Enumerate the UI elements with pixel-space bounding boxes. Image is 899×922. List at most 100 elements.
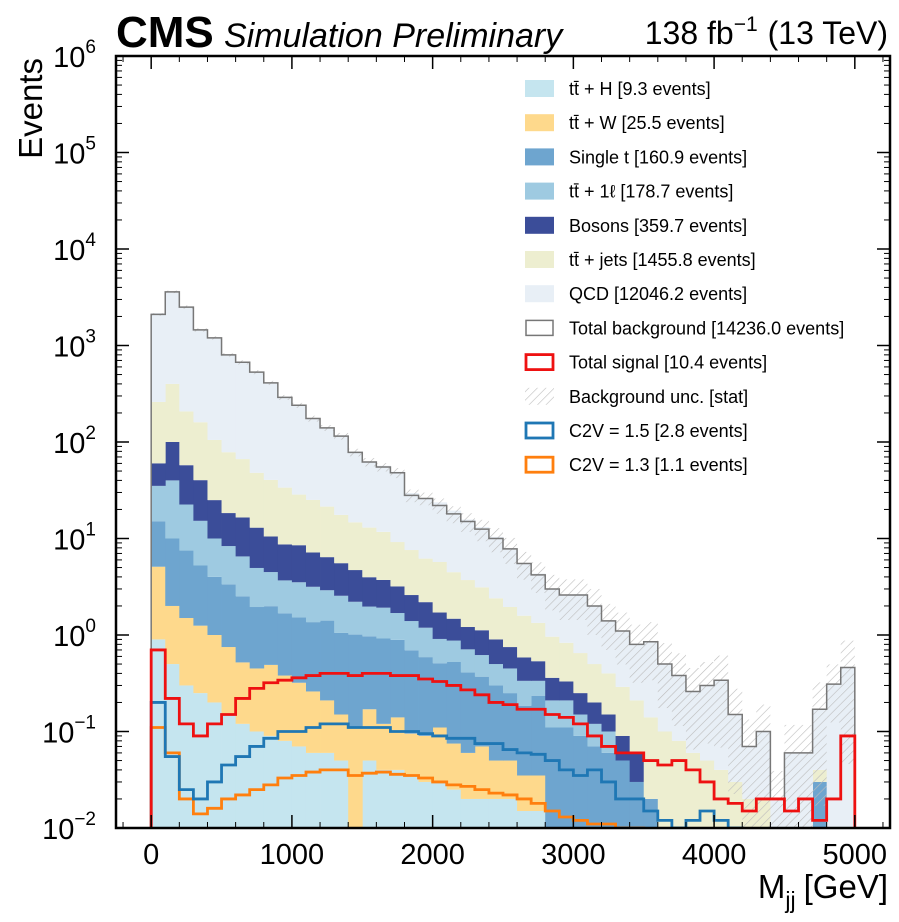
stack-bar-4-bin-8 [263, 536, 279, 573]
stack-bar-1-bin-19 [418, 735, 434, 782]
stack-bar-4-bin-33 [615, 735, 631, 761]
unc-band-bin-22 [460, 513, 475, 532]
legend-label-7: Total background [14236.0 events] [569, 318, 844, 338]
stack-bar-2-bin-0 [151, 521, 166, 567]
stack-bar-6-bin-7 [249, 372, 265, 473]
stack-bar-5-bin-38 [685, 752, 701, 828]
stack-bar-2-bin-7 [249, 607, 265, 669]
stack-bar-1-bin-21 [446, 743, 462, 790]
subtitle-label: Simulation Preliminary [224, 17, 564, 55]
stack-bar-0-bin-2 [179, 685, 194, 828]
unc-band-bin-24 [488, 528, 503, 553]
stack-bar-1-bin-22 [460, 752, 476, 799]
stack-bar-0-bin-6 [235, 723, 251, 828]
y-tick-label-4: 102 [53, 423, 96, 460]
stack-bar-2-bin-1 [165, 538, 180, 606]
stack-bar-2-bin-33 [615, 760, 631, 828]
stack-bar-3-bin-1 [165, 480, 180, 539]
unc-band-bin-23 [474, 519, 489, 542]
legend-label-5: tt̄ + jets [1455.8 events] [569, 250, 756, 270]
stack-bar-0-bin-19 [418, 781, 434, 828]
stack-bar-2-bin-30 [573, 735, 588, 828]
stack-bar-5-bin-35 [643, 717, 659, 799]
stack-bar-2-bin-10 [291, 617, 307, 683]
stack-bar-5-bin-20 [432, 561, 448, 613]
stack-bar-2-bin-18 [404, 650, 419, 734]
legend-label-3: tt̄ + 1ℓ [178.7 events] [569, 182, 733, 202]
tick-layer: 0 1000 2000 3000 4000 5000 10−2 10−1 100 101 102 10… [42, 37, 890, 871]
unc-band-bin-47 [812, 682, 827, 806]
unc-band-bin-25 [503, 537, 518, 564]
stack-bar-1-bin-27 [531, 775, 546, 812]
stack-bar-6-bin-12 [320, 427, 335, 507]
stack-bar-0-bin-8 [263, 735, 279, 828]
stack-bar-3-bin-18 [404, 621, 419, 651]
stack-bar-3-bin-20 [432, 638, 448, 664]
stack-bar-6-bin-6 [235, 362, 251, 460]
stack-bar-5-bin-9 [277, 487, 293, 545]
stack-bar-1-bin-5 [221, 647, 237, 715]
stack-bar-4-bin-25 [503, 647, 518, 669]
legend-swatch-1 [525, 114, 554, 132]
stack-bar-6-bin-0 [151, 313, 166, 402]
stack-bar-1-bin-7 [249, 668, 265, 732]
y-tick-label-5: 103 [53, 327, 96, 364]
stack-bar-3-bin-32 [601, 731, 616, 753]
stack-bar-1-bin-9 [277, 675, 293, 741]
stack-bar-6-bin-8 [263, 382, 279, 480]
stack-bar-2-bin-4 [207, 576, 222, 635]
stack-bar-4-bin-29 [559, 681, 574, 701]
stack-bar-2-bin-5 [221, 584, 237, 648]
stack-bar-1-bin-1 [165, 605, 180, 665]
stack-bar-6-bin-10 [291, 405, 307, 495]
stack-bar-3-bin-26 [517, 680, 532, 706]
stack-bar-2-bin-20 [432, 663, 448, 728]
legend-label-8: Total signal [10.4 events] [569, 353, 767, 373]
stack-bar-5-bin-18 [404, 550, 419, 596]
stack-bar-5-bin-8 [263, 479, 279, 537]
unc-band-bin-31 [587, 588, 602, 635]
stack-bar-3-bin-15 [362, 606, 377, 637]
stack-bar-3-bin-17 [390, 613, 405, 640]
x-tick-label-3: 3000 [541, 839, 606, 871]
legend-label-1: tt̄ + W [25.5 events] [569, 113, 725, 133]
lumi-exponent: −1 [734, 13, 758, 36]
unc-band-bin-27 [531, 562, 546, 593]
unc-band-bin-45 [784, 724, 799, 828]
stack-bar-5-bin-13 [334, 514, 349, 564]
stack-bar-0-bin-33 [616, 828, 630, 868]
stack-bar-5-bin-33 [615, 686, 631, 736]
stack-bar-1-bin-18 [404, 733, 419, 776]
stack-bar-4-bin-4 [207, 500, 222, 539]
stack-bar-5-bin-23 [474, 587, 490, 631]
stack-bar-4-bin-34 [629, 752, 645, 782]
stack-bar-2-bin-34 [629, 781, 645, 828]
stack-bar-6-bin-15 [362, 461, 377, 528]
unc-band-bin-41 [728, 688, 743, 795]
stack-bar-4-bin-9 [277, 544, 293, 581]
stack-bar-5-bin-5 [221, 452, 237, 514]
stack-bar-0-bin-21 [446, 789, 462, 828]
total-signal-line [149, 648, 857, 828]
stack-bar-4-bin-27 [531, 661, 546, 681]
stack-bar-6-bin-20 [432, 502, 448, 562]
stack-bar-5-bin-16 [376, 531, 391, 580]
stack-bar-0-bin-14 [348, 828, 362, 868]
stack-bar-2-bin-32 [601, 752, 616, 828]
stack-bar-6-bin-21 [446, 510, 462, 573]
stack-bar-0-bin-18 [404, 775, 419, 828]
stack-bar-5-bin-46 [799, 828, 813, 868]
unc-band-bin-34 [629, 624, 644, 683]
stack-bar-0-bin-24 [488, 798, 504, 828]
stack-bar-2-bin-3 [193, 565, 208, 626]
stack-bar-1-bin-26 [517, 775, 532, 812]
stack-bar-5-bin-29 [559, 642, 574, 682]
legend-swatch-0 [525, 80, 554, 97]
stack-bar-6-bin-17 [390, 471, 405, 543]
stack-bar-0-bin-5 [221, 714, 237, 828]
unc-band-bin-21 [446, 506, 461, 524]
legend-swatch-11 [524, 455, 555, 474]
stack-bar-2-bin-11 [305, 622, 321, 692]
stack-bar-1-bin-0 [151, 566, 166, 640]
